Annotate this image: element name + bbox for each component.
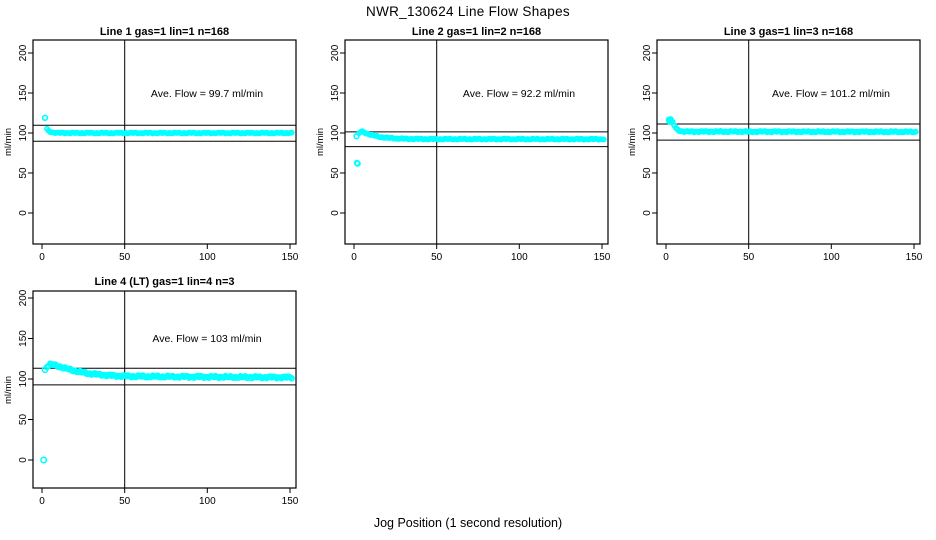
x-axis-ticks: 0 50 100 150 [663,244,923,263]
x-tick-label: 150 [594,252,611,263]
panel-title: Line 3 gas=1 lin=3 n=168 [723,26,854,38]
annotation-ave-flow: Ave. Flow = 101.2 ml/min [772,88,890,100]
annotation-ave-flow: Ave. Flow = 103 ml/min [152,333,261,345]
panel-plot-svg: 0 50 100 150 0 50 100 150 200 ml/min Ave. Flow = 1… [627,39,923,263]
x-tick-label: 0 [39,496,45,507]
x-tick-label: 150 [282,252,299,263]
panel-plot-svg: 0 50 100 150 0 50 100 150 200 ml/min Ave. Flow = 1… [3,289,299,507]
y-tick-label: 150 [18,84,29,101]
y-tick-label: 150 [18,330,29,347]
plot-box [656,39,921,245]
y-tick-label: 50 [330,167,341,179]
panel-line-2: Line 2 gas=1 lin=2 n=168 0 50 100 150 0 50 100… [312,24,624,268]
plot-box [32,290,297,489]
panel-title: Line 2 gas=1 lin=2 n=168 [411,26,542,38]
annotation-ave-flow: Ave. Flow = 99.7 ml/min [151,88,263,100]
scatter-points [41,114,295,137]
panel-plot-svg: 0 50 100 150 0 50 100 150 200 ml/min Ave. Flow = 9… [3,39,299,263]
x-tick-label: 100 [511,252,528,263]
panel-line-1: Line 1 gas=1 lin=1 n=168 0 50 100 150 0 50 100… [0,24,312,268]
x-tick-label: 50 [743,252,755,263]
y-tick-label: 150 [330,84,341,101]
panel-line-3: Line 3 gas=1 lin=3 n=168 0 50 100 150 0 50 100… [624,24,936,268]
scatter-points [40,360,295,464]
x-axis-ticks: 0 50 100 150 [351,244,611,263]
panel-plot-svg: 0 50 100 150 0 50 100 150 200 ml/min Ave. Flow = 9… [315,39,611,263]
x-axis-ticks: 0 50 100 150 [39,244,299,263]
y-axis-ticks: 0 50 100 150 200 [18,44,33,216]
y-axis-label: ml/min [3,128,14,156]
x-tick-label: 100 [199,496,216,507]
panel-line-4: Line 4 (LT) gas=1 lin=4 n=3 0 50 100 150 0 50… [0,268,312,512]
y-axis-ticks: 0 50 100 150 200 [330,44,345,216]
y-tick-label: 200 [18,44,29,61]
x-tick-label: 150 [906,252,923,263]
scatter-points [353,128,607,167]
y-tick-label: 50 [18,167,29,179]
panel-title: Line 1 gas=1 lin=1 n=168 [99,26,230,38]
y-tick-label: 100 [18,124,29,141]
y-axis-ticks: 0 50 100 150 200 [642,44,657,216]
y-tick-label: 0 [18,210,29,216]
y-tick-label: 100 [18,370,29,387]
figure-title: NWR_130624 Line Flow Shapes [366,4,570,19]
x-tick-label: 0 [663,252,669,263]
y-axis-label: ml/min [627,128,638,156]
x-tick-label: 50 [119,252,131,263]
y-axis-ticks: 0 50 100 150 200 [18,289,33,463]
y-axis-label: ml/min [315,128,326,156]
y-tick-label: 0 [642,210,653,216]
panel-title: Line 4 (LT) gas=1 lin=4 n=3 [94,276,235,288]
y-tick-label: 50 [642,167,653,179]
y-tick-label: 100 [330,124,341,141]
y-tick-label: 100 [642,124,653,141]
y-tick-label: 150 [642,84,653,101]
y-tick-label: 200 [642,44,653,61]
x-tick-label: 0 [351,252,357,263]
y-tick-label: 200 [330,44,341,61]
x-tick-label: 50 [119,496,131,507]
x-tick-label: 0 [39,252,45,263]
y-tick-label: 0 [330,210,341,216]
x-tick-label: 100 [823,252,840,263]
y-tick-label: 0 [18,457,29,463]
plot-box [344,39,609,245]
y-tick-label: 50 [18,414,29,426]
x-tick-label: 50 [431,252,443,263]
x-axis-ticks: 0 50 100 150 [39,488,299,507]
x-tick-label: 150 [282,496,299,507]
plot-box [32,39,297,245]
y-tick-label: 200 [18,289,29,306]
scatter-points [665,116,919,136]
y-axis-label: ml/min [3,376,14,404]
x-tick-label: 100 [199,252,216,263]
x-axis-label: Jog Position (1 second resolution) [373,516,563,530]
annotation-ave-flow: Ave. Flow = 92.2 ml/min [463,88,575,100]
